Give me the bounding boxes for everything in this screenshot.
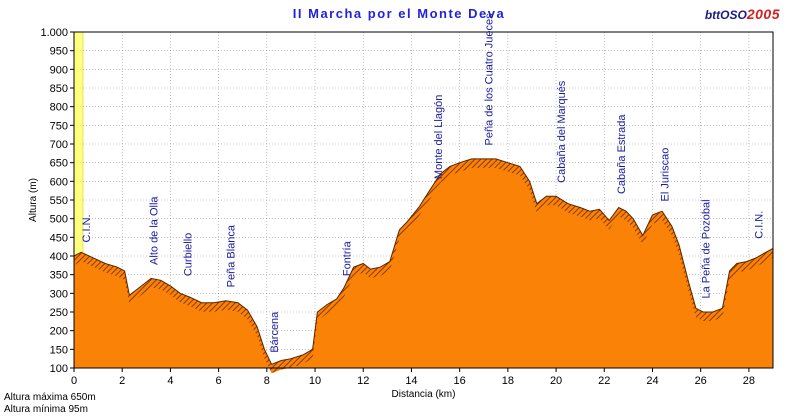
x-tick-label: 28	[743, 375, 755, 387]
y-tick-label: 900	[50, 64, 68, 76]
waypoint-label: El Juriscao	[660, 148, 672, 202]
x-tick-label: 10	[309, 375, 321, 387]
x-tick-label: 16	[454, 375, 466, 387]
waypoint-label: C.I.N.	[81, 214, 93, 242]
y-tick-label: 300	[50, 288, 68, 300]
x-tick-label: 26	[695, 375, 707, 387]
elevation-relief	[74, 158, 773, 374]
waypoint-label: Fontría	[341, 240, 353, 276]
x-tick-label: 2	[119, 375, 125, 387]
waypoint-label: Peña Blanca	[226, 224, 238, 287]
y-tick-label: 1.000	[40, 27, 68, 39]
x-tick-label: 4	[167, 375, 173, 387]
y-tick-label: 950	[50, 46, 68, 58]
max-altitude-note: Altura máxima 650m	[4, 392, 96, 403]
waypoint-label: C.I.N.	[754, 211, 766, 239]
y-tick-label: 250	[50, 307, 68, 319]
plot-area	[73, 31, 774, 374]
y-tick-label: 850	[50, 83, 68, 95]
x-tick-label: 6	[216, 375, 222, 387]
brand-logo-left: bttOSO	[704, 8, 747, 22]
plot-frame	[73, 31, 774, 369]
x-tick-label: 22	[598, 375, 610, 387]
brand-logo: bttOSO2005	[705, 6, 780, 22]
y-tick-label: 550	[50, 195, 68, 207]
waypoint-label: Curbiello	[182, 233, 194, 276]
y-tick-label: 100	[50, 363, 68, 375]
y-tick-label: 200	[50, 326, 68, 338]
waypoint-label: Peña de los Cuatro Jueces	[484, 13, 496, 146]
waypoint-labels: C.I.N. Alto de la Olla Curbiello Peña Blanc…	[81, 13, 765, 353]
x-axis-label: Distancia (km)	[392, 389, 456, 400]
brand-logo-right: 2005	[746, 6, 780, 22]
y-tick-label: 150	[50, 344, 68, 356]
y-tick-label: 400	[50, 251, 68, 263]
elevation-line	[73, 158, 774, 365]
y-axis-label: Altura (m)	[28, 178, 39, 222]
x-tick-label: 14	[405, 375, 417, 387]
y-tick-label: 350	[50, 270, 68, 282]
waypoint-label: Cabaña del Marqués	[556, 80, 568, 183]
min-altitude-note: Altura mínima 95m	[4, 404, 88, 415]
x-tick-label: 8	[264, 375, 270, 387]
y-tick-label: 700	[50, 139, 68, 151]
y-tick-label: 800	[50, 102, 68, 114]
waypoint-label: Alto de la Olla	[149, 196, 161, 265]
x-tick-label: 20	[550, 375, 562, 387]
x-tick-label: 0	[71, 375, 77, 387]
chart-title: II Marcha por el Monte Deva	[292, 6, 506, 21]
waypoint-label: La Peña de Pozobal	[701, 199, 713, 298]
y-tick-label: 450	[50, 232, 68, 244]
y-tick-label: 600	[50, 176, 68, 188]
waypoint-label: Bárcena	[269, 311, 281, 353]
y-tick-label: 500	[50, 214, 68, 226]
y-tick-label: 750	[50, 120, 68, 132]
axes: 1001502002503003504004505005506006507007…	[40, 27, 774, 387]
x-tick-label: 24	[646, 375, 658, 387]
waypoint-label: Monte del Llagón	[433, 95, 445, 179]
x-tick-label: 12	[357, 375, 369, 387]
x-tick-label: 18	[502, 375, 514, 387]
y-tick-label: 650	[50, 158, 68, 170]
waypoint-label: Cabaña Estrada	[616, 114, 628, 194]
